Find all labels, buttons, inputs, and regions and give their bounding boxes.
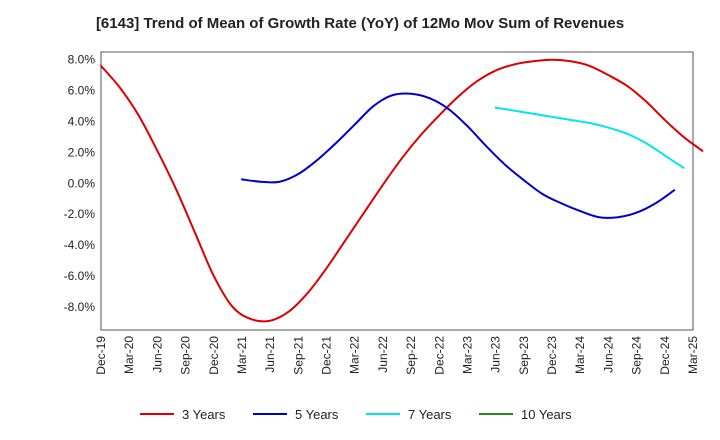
- legend-label-10-years: 10 Years: [521, 407, 572, 422]
- x-tick-label: Mar-23: [460, 336, 474, 374]
- axis-layer: 8.0% 6.0% 4.0% 2.0% 0.0% -2.0% -4.0% -6.0% -8.0%…: [64, 51, 700, 375]
- x-tick-label: Dec-21: [320, 336, 334, 375]
- x-tick-label: Sep-23: [517, 336, 531, 375]
- x-tick-label: Dec-22: [432, 336, 446, 375]
- x-tick-label: Jun-23: [489, 336, 503, 373]
- x-tick-label: Jun-21: [263, 336, 277, 373]
- y-tick-label: -6.0%: [64, 269, 96, 283]
- x-tick-label: Mar-20: [122, 336, 136, 374]
- y-tick-label: 8.0%: [68, 53, 96, 67]
- y-tick-label: 6.0%: [68, 84, 96, 98]
- y-tick-label: 2.0%: [68, 145, 96, 159]
- x-tick-label: Mar-24: [573, 336, 587, 374]
- legend-label-5-years: 5 Years: [295, 407, 339, 422]
- series-layer: [100, 58, 704, 323]
- y-tick-label: -4.0%: [64, 238, 96, 252]
- x-tick-label: Dec-19: [94, 336, 108, 375]
- x-tick-label: Jun-20: [150, 336, 164, 373]
- x-tick-label: Dec-20: [207, 336, 221, 375]
- x-tick-label: Dec-24: [658, 336, 672, 375]
- y-tick-label: 4.0%: [68, 115, 96, 129]
- series-line-3-years: [100, 58, 704, 323]
- y-tick-label: -8.0%: [64, 300, 96, 314]
- x-tick-label: Sep-22: [404, 336, 418, 375]
- series-line-5-years: [240, 92, 676, 219]
- x-tick-label: Mar-21: [235, 336, 249, 374]
- x-tick-label: Sep-24: [630, 336, 644, 375]
- x-tick-label: Jun-22: [376, 336, 390, 373]
- x-tick-label: Jun-24: [601, 336, 615, 373]
- y-tick-label: -2.0%: [64, 207, 96, 221]
- x-tick-label: Dec-23: [545, 336, 559, 375]
- series-line-7-years: [494, 106, 685, 169]
- x-tick-label: Mar-25: [686, 336, 700, 374]
- legend-label-7-years: 7 Years: [408, 407, 452, 422]
- legend-label-3-years: 3 Years: [182, 407, 226, 422]
- plot-frame: [100, 51, 694, 331]
- x-tick-label: Sep-21: [291, 336, 305, 375]
- y-tick-label: 0.0%: [68, 176, 96, 190]
- x-tick-label: Sep-20: [179, 336, 193, 375]
- x-tick-label: Mar-22: [348, 336, 362, 374]
- legend-layer: 3 Years 5 Years 7 Years 10 Years: [140, 407, 572, 422]
- chart-title: [6143] Trend of Mean of Growth Rate (YoY…: [95, 15, 625, 32]
